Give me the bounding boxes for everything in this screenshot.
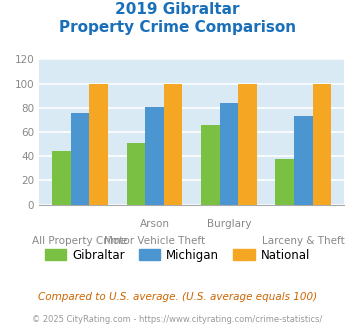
Text: Motor Vehicle Theft: Motor Vehicle Theft: [104, 236, 205, 246]
Bar: [71, 113, 89, 205]
Text: Property Crime Comparison: Property Crime Comparison: [59, 20, 296, 35]
Bar: [238, 83, 257, 205]
Text: All Property Crime: All Property Crime: [32, 236, 127, 246]
Text: © 2025 CityRating.com - https://www.cityrating.com/crime-statistics/: © 2025 CityRating.com - https://www.city…: [32, 315, 323, 324]
Bar: [201, 125, 220, 205]
Bar: [145, 107, 164, 205]
Bar: [294, 116, 313, 205]
Bar: [89, 83, 108, 205]
Text: Burglary: Burglary: [207, 219, 251, 229]
Text: Larceny & Theft: Larceny & Theft: [262, 236, 345, 246]
Text: Arson: Arson: [140, 219, 169, 229]
Bar: [164, 83, 182, 205]
Bar: [126, 143, 145, 205]
Text: 2019 Gibraltar: 2019 Gibraltar: [115, 2, 240, 16]
Bar: [275, 159, 294, 205]
Bar: [52, 151, 71, 205]
Legend: Gibraltar, Michigan, National: Gibraltar, Michigan, National: [40, 244, 315, 266]
Text: Compared to U.S. average. (U.S. average equals 100): Compared to U.S. average. (U.S. average …: [38, 292, 317, 302]
Bar: [313, 83, 331, 205]
Bar: [220, 103, 238, 205]
